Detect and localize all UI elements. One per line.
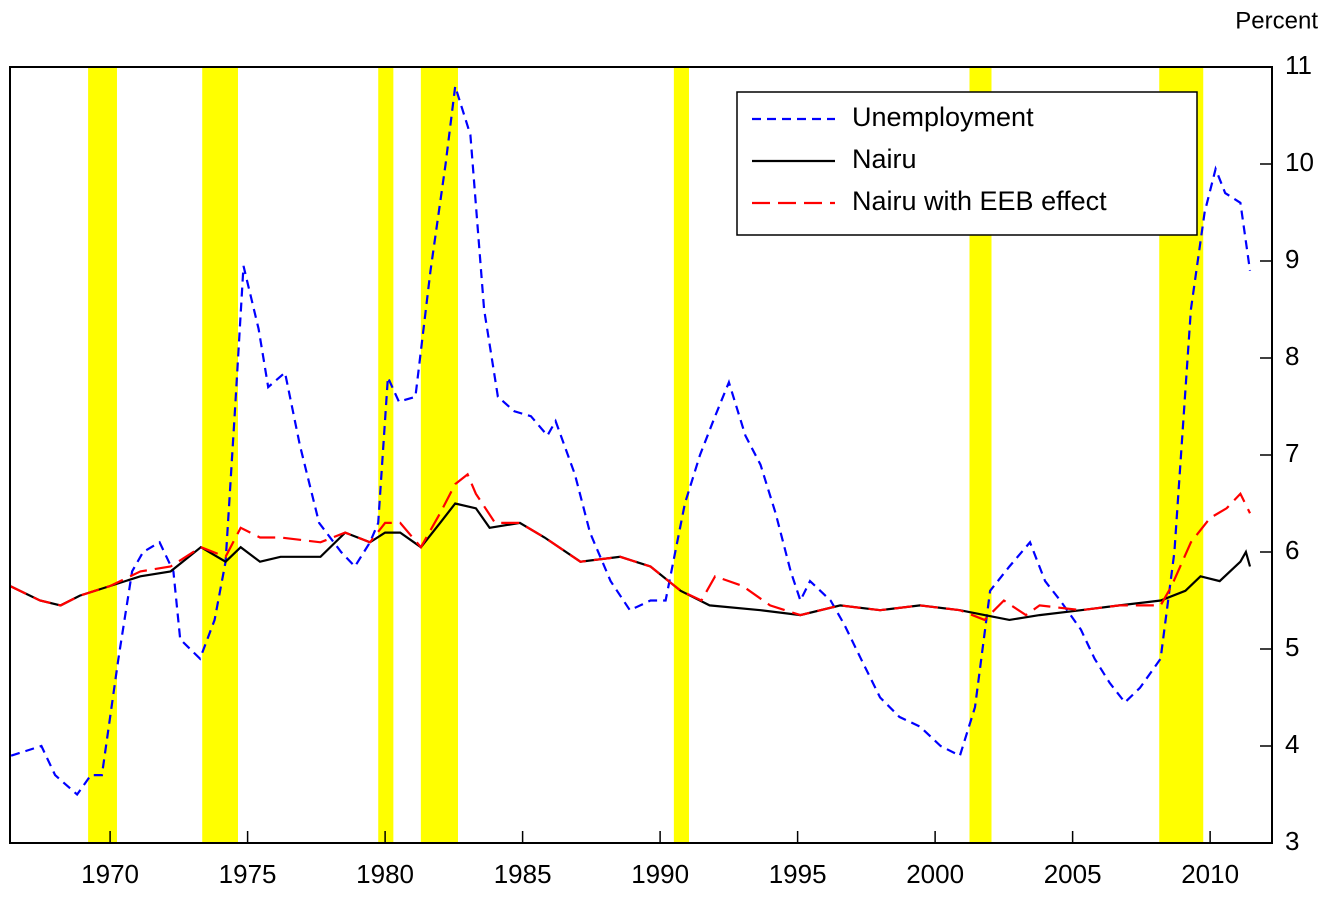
y-tick-label: 6 [1285, 535, 1299, 565]
x-tick-label: 1975 [219, 859, 277, 889]
y-tick-label: 8 [1285, 341, 1299, 371]
recession-band [673, 67, 689, 843]
x-tick-label: 1970 [81, 859, 139, 889]
x-tick-label: 1980 [356, 859, 414, 889]
legend-box [736, 91, 1198, 236]
x-tick-label: 2010 [1181, 859, 1239, 889]
y-tick-label: 7 [1285, 438, 1299, 468]
y-tick-label: 4 [1285, 729, 1299, 759]
y-tick-label: 10 [1285, 147, 1314, 177]
x-tick-label: 2005 [1044, 859, 1102, 889]
series-line [10, 86, 1252, 797]
recession-band [969, 67, 992, 843]
legend-label: Nairu with EEB effect [852, 186, 1107, 216]
y-axis-label: Percent [1235, 7, 1318, 34]
x-tick-label: 1990 [631, 859, 689, 889]
x-tick-label: 1995 [769, 859, 827, 889]
legend-label: Unemployment [852, 102, 1034, 132]
y-tick-label: 11 [1285, 50, 1312, 80]
y-tick-label: 5 [1285, 632, 1299, 662]
x-tick-label: 1985 [494, 859, 552, 889]
series-line [10, 472, 1251, 622]
x-tick-label: 2000 [906, 859, 964, 889]
recession-band [378, 67, 394, 843]
recession-band [88, 67, 117, 843]
y-tick-label: 9 [1285, 244, 1299, 274]
series-line [10, 502, 1252, 622]
y-tick-label: 3 [1285, 826, 1299, 856]
recession-band [420, 67, 458, 843]
legend-label: Nairu [852, 144, 917, 174]
